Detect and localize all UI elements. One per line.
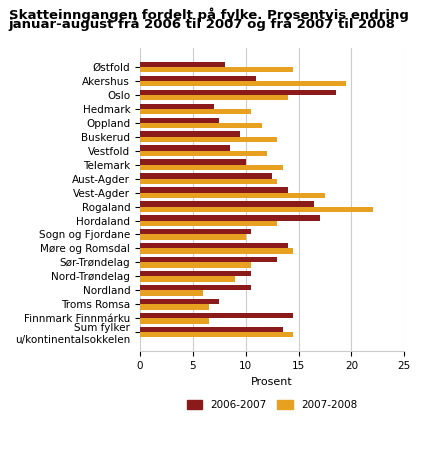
Bar (140, 262, 251, 268)
Bar (140, 327, 283, 332)
Text: januar-august frå 2006 til 2007 og frå 2007 til 2008: januar-august frå 2006 til 2007 og frå 2… (9, 16, 395, 31)
Bar (140, 285, 251, 290)
Bar (140, 257, 277, 262)
Bar (140, 193, 325, 198)
Bar (140, 173, 272, 179)
Bar (140, 304, 209, 310)
Bar (140, 103, 214, 109)
Bar (140, 179, 277, 184)
Legend: 2006-2007, 2007-2008: 2006-2007, 2007-2008 (183, 396, 362, 415)
Bar (140, 137, 277, 142)
Bar (140, 215, 320, 220)
Bar (140, 95, 288, 100)
Bar (140, 207, 373, 212)
Bar (140, 145, 230, 151)
Bar (140, 318, 209, 323)
Bar (140, 201, 314, 207)
Bar (140, 290, 204, 296)
Bar (140, 123, 262, 128)
Bar (140, 151, 267, 156)
Bar (140, 164, 283, 170)
Bar (140, 249, 294, 254)
Bar (140, 271, 251, 276)
Bar (140, 220, 277, 226)
Bar (140, 229, 251, 235)
Bar (140, 90, 336, 95)
Bar (140, 118, 219, 123)
Bar (140, 276, 235, 282)
Bar (140, 332, 294, 337)
Bar (140, 62, 225, 67)
Bar (140, 159, 246, 164)
Bar (140, 109, 251, 114)
X-axis label: Prosent: Prosent (251, 376, 293, 386)
Bar (140, 313, 294, 318)
Bar (140, 243, 288, 249)
Bar (140, 188, 288, 193)
Bar (140, 235, 246, 240)
Bar (140, 132, 240, 137)
Bar (140, 67, 294, 72)
Text: Skatteinngangen fordelt på fylke. Prosentvis endring: Skatteinngangen fordelt på fylke. Prosen… (9, 7, 409, 22)
Bar (140, 76, 256, 81)
Bar (140, 299, 219, 304)
Bar (140, 81, 346, 86)
